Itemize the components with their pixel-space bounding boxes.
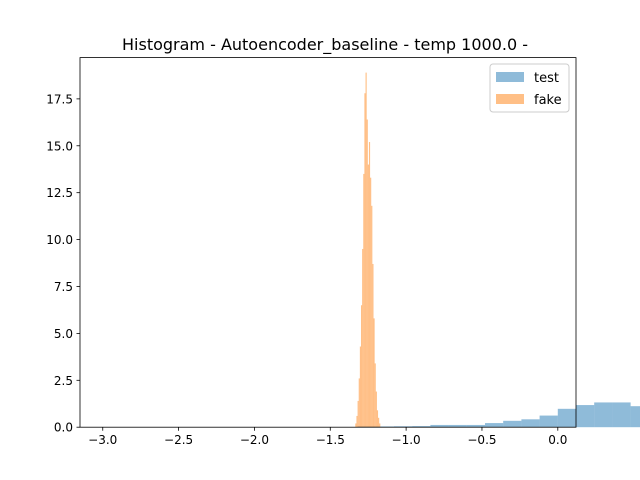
bar-test-20 xyxy=(466,424,485,428)
y-tick-label: 5.0 xyxy=(54,327,73,341)
bar-test-16 xyxy=(393,426,413,428)
bar-test-23 xyxy=(521,419,540,428)
bar-fake-17 xyxy=(374,363,376,428)
bar-fake-16 xyxy=(373,318,375,428)
bar-test-29 xyxy=(630,406,640,428)
y-tick-label: 17.5 xyxy=(46,92,73,106)
bar-fake-18 xyxy=(375,391,377,428)
y-tick-label: 12.5 xyxy=(46,186,73,200)
bar-fake-0 xyxy=(355,423,357,428)
x-tick-label: −1.5 xyxy=(316,433,345,447)
y-tick-label: 2.5 xyxy=(54,374,73,388)
bar-test-27 xyxy=(594,402,613,428)
x-tick-label: 0.0 xyxy=(548,433,567,447)
bar-test-25 xyxy=(557,408,576,428)
bar-fake-20 xyxy=(378,417,380,428)
bar-fake-5 xyxy=(360,305,363,428)
bar-fake-7 xyxy=(363,173,365,428)
legend-label-fake: fake xyxy=(534,93,562,108)
y-tick-label: 15.0 xyxy=(46,139,73,153)
x-tick-label: −1.0 xyxy=(392,433,421,447)
bar-test-17 xyxy=(412,426,431,428)
bar-fake-8 xyxy=(364,93,366,428)
plot-frame xyxy=(79,57,577,428)
bar-fake-13 xyxy=(370,177,372,428)
legend-swatch-fake xyxy=(496,94,524,104)
bar-fake-11 xyxy=(367,164,369,428)
bar-fake-9 xyxy=(365,72,367,428)
legend: test fake xyxy=(489,63,570,113)
bar-fake-1 xyxy=(356,415,358,428)
y-tick-label: 0.0 xyxy=(54,421,73,435)
axes: −3.0 −2.5 −2.0 −1.5 −1.0 −0.5 0.0 0.0 2.5 5.0 7.5 1… xyxy=(46,57,577,447)
y-tick-label: 10.0 xyxy=(46,233,73,247)
bar-test-18 xyxy=(430,424,449,428)
bar-fake-10 xyxy=(366,119,368,428)
bar-test-21 xyxy=(484,423,504,428)
series-test xyxy=(102,402,640,428)
bar-fake-12 xyxy=(368,142,371,428)
bar-test-22 xyxy=(503,420,522,428)
bar-test-19 xyxy=(448,424,467,428)
x-tick-label: −2.0 xyxy=(240,433,269,447)
bar-test-28 xyxy=(612,402,631,428)
bar-fake-4 xyxy=(359,346,361,428)
legend-swatch-test xyxy=(496,72,524,82)
bar-fake-6 xyxy=(362,248,364,428)
bar-fake-15 xyxy=(372,263,374,428)
x-tick-label: −2.5 xyxy=(164,433,193,447)
bar-test-24 xyxy=(539,415,558,428)
y-tick-label: 7.5 xyxy=(54,280,73,294)
histogram-bars xyxy=(102,72,640,428)
bar-fake-14 xyxy=(371,205,373,428)
x-tick-label: −0.5 xyxy=(467,433,496,447)
bar-fake-3 xyxy=(358,378,360,428)
bar-fake-21 xyxy=(379,423,381,428)
bar-fake-2 xyxy=(357,400,359,428)
x-tick-label: −3.0 xyxy=(88,433,117,447)
legend-label-test: test xyxy=(534,71,559,86)
series-fake xyxy=(355,72,381,428)
bar-test-26 xyxy=(576,405,595,428)
bar-fake-19 xyxy=(376,410,379,428)
chart-title: Histogram - Autoencoder_baseline - temp … xyxy=(122,35,528,55)
